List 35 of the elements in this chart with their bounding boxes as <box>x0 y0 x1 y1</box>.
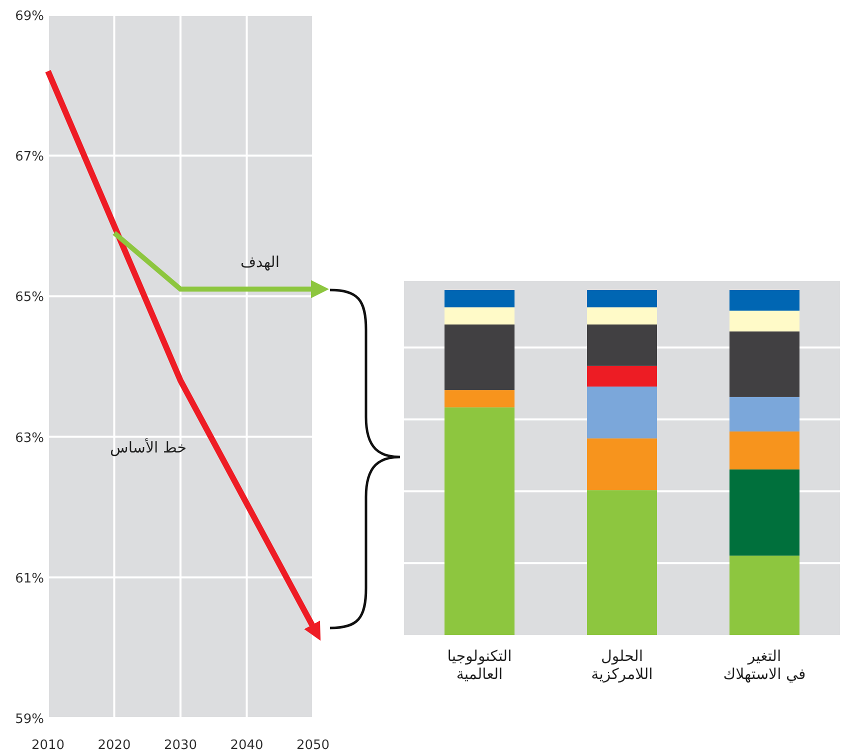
bar <box>444 390 515 408</box>
x-tick-label: الحلول اللامركزية <box>591 647 653 683</box>
bar <box>587 324 657 366</box>
series-label: الهدف <box>240 253 280 272</box>
bar <box>729 469 800 556</box>
bar <box>587 290 657 308</box>
bar <box>587 366 657 387</box>
bar <box>587 490 657 635</box>
bar <box>587 438 657 490</box>
x-tick-label: التغير في الاستهلاك <box>723 647 806 683</box>
x-tick-label: 2030 <box>164 738 198 753</box>
bar <box>587 307 657 324</box>
x-tick-label: 2010 <box>31 738 65 753</box>
x-tick-label: 2050 <box>296 738 330 753</box>
bar <box>729 310 800 332</box>
bar <box>729 331 800 397</box>
y-tick-label: 63% <box>15 430 44 446</box>
series-label: خط الأساس <box>110 438 186 457</box>
bar <box>444 324 515 390</box>
bar <box>729 556 800 635</box>
y-tick-label: 69% <box>15 9 44 24</box>
bar <box>444 290 515 308</box>
bar <box>729 290 800 311</box>
y-tick-label: 67% <box>15 150 44 165</box>
bar <box>729 431 800 470</box>
bar <box>444 307 515 324</box>
x-tick-label: التكنولوجيا العالمية <box>447 647 512 683</box>
y-tick-label: 59% <box>15 712 44 727</box>
y-tick-label: 61% <box>15 571 44 586</box>
bar <box>587 386 657 438</box>
x-tick-label: 2020 <box>98 738 131 753</box>
bar <box>729 396 800 432</box>
y-tick-label: 65% <box>15 290 44 306</box>
x-tick-label: 2040 <box>230 738 264 753</box>
bar <box>444 407 515 635</box>
